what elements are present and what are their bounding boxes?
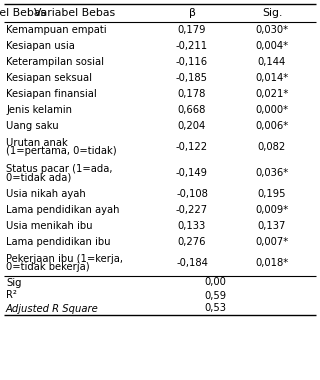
- Text: 0,030*: 0,030*: [255, 25, 289, 35]
- Text: -0,108: -0,108: [176, 189, 208, 199]
- Text: Usia nikah ayah: Usia nikah ayah: [6, 189, 86, 199]
- Text: 0,59: 0,59: [204, 290, 226, 301]
- Text: 0,195: 0,195: [258, 189, 286, 199]
- Text: 0,137: 0,137: [258, 221, 286, 231]
- Text: 0,00: 0,00: [204, 277, 226, 288]
- Text: 0,133: 0,133: [178, 221, 206, 231]
- Text: R²: R²: [6, 290, 17, 301]
- Text: 0,668: 0,668: [178, 105, 206, 115]
- Text: Kesiapan usia: Kesiapan usia: [6, 41, 75, 51]
- Text: 0=tidak ada): 0=tidak ada): [6, 173, 71, 182]
- Text: Keterampilan sosial: Keterampilan sosial: [6, 57, 104, 67]
- Text: 0,276: 0,276: [178, 237, 206, 247]
- Text: Sig.: Sig.: [262, 8, 282, 18]
- Text: 0,204: 0,204: [178, 121, 206, 131]
- Text: Kesiapan seksual: Kesiapan seksual: [6, 73, 92, 83]
- Text: 0,009*: 0,009*: [255, 205, 289, 215]
- Text: 0,178: 0,178: [178, 89, 206, 99]
- Text: 0,000*: 0,000*: [255, 105, 289, 115]
- Text: 0,179: 0,179: [178, 25, 206, 35]
- Text: 0,018*: 0,018*: [255, 258, 289, 268]
- Text: Kesiapan finansial: Kesiapan finansial: [6, 89, 97, 99]
- Text: -0,227: -0,227: [176, 205, 208, 215]
- Text: 0,007*: 0,007*: [255, 237, 289, 247]
- Text: 0,004*: 0,004*: [255, 41, 289, 51]
- Text: -0,116: -0,116: [176, 57, 208, 67]
- Text: (1=pertama, 0=tidak): (1=pertama, 0=tidak): [6, 147, 116, 157]
- Text: Kemampuan empati: Kemampuan empati: [6, 25, 107, 35]
- Text: 0,036*: 0,036*: [255, 168, 289, 178]
- Text: 0,53: 0,53: [204, 304, 226, 314]
- Text: -0,184: -0,184: [176, 258, 208, 268]
- Text: Variabel Bebas: Variabel Bebas: [35, 8, 116, 18]
- Text: 0,144: 0,144: [258, 57, 286, 67]
- Text: Sig: Sig: [6, 277, 21, 288]
- Text: Lama pendidikan ayah: Lama pendidikan ayah: [6, 205, 119, 215]
- Text: -0,122: -0,122: [176, 142, 208, 152]
- Text: 0,082: 0,082: [258, 142, 286, 152]
- Text: β: β: [188, 8, 196, 18]
- Text: 0,014*: 0,014*: [255, 73, 289, 83]
- Text: Jenis kelamin: Jenis kelamin: [6, 105, 72, 115]
- Text: Uang saku: Uang saku: [6, 121, 59, 131]
- Text: 0,006*: 0,006*: [255, 121, 289, 131]
- Text: 0,021*: 0,021*: [255, 89, 289, 99]
- Text: -0,185: -0,185: [176, 73, 208, 83]
- Text: -0,149: -0,149: [176, 168, 208, 178]
- Text: -0,211: -0,211: [176, 41, 208, 51]
- Text: Status pacar (1=ada,: Status pacar (1=ada,: [6, 163, 113, 174]
- Text: Urutan anak: Urutan anak: [6, 138, 68, 147]
- Text: Lama pendidikan ibu: Lama pendidikan ibu: [6, 237, 110, 247]
- Text: Pekerjaan ibu (1=kerja,: Pekerjaan ibu (1=kerja,: [6, 253, 123, 263]
- Text: Adjusted R Square: Adjusted R Square: [6, 304, 99, 314]
- Text: Usia menikah ibu: Usia menikah ibu: [6, 221, 92, 231]
- Text: Variabel Bebas: Variabel Bebas: [0, 8, 47, 18]
- Text: 0=tidak bekerja): 0=tidak bekerja): [6, 263, 90, 272]
